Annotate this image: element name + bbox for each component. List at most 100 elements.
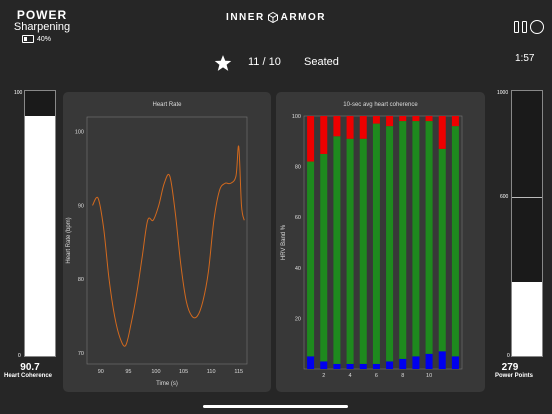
power-points-value: 279	[501, 362, 519, 373]
coherence-bar-segment-0	[333, 363, 341, 369]
heart-rate-panel: Heart Rate 70 80 90 100 90 95 100 105 110 115 Time…	[63, 92, 271, 392]
coherence-bar-segment-1	[386, 126, 394, 362]
star-icon[interactable]	[214, 54, 232, 72]
power-points-meter	[511, 90, 543, 357]
heart-coherence-label: Heart Coherence	[3, 373, 53, 379]
coherence-bar-segment-1	[425, 121, 433, 354]
power-max-tick: 1000	[497, 90, 509, 96]
pause-button[interactable]	[514, 21, 528, 33]
pause-bar-icon	[522, 21, 527, 33]
coherence-bar-segment-2	[333, 116, 341, 137]
power-sharpening-logo: POWER Sharpening	[10, 9, 74, 33]
power-mid-marker	[512, 197, 542, 198]
coherence-max-tick: 100	[14, 90, 23, 96]
heart-rate-chart: 70 80 90 100 90 95 100 105 110 115 Time (s) Heart R…	[66, 116, 248, 387]
stop-button[interactable]	[530, 20, 544, 34]
coherence-bar-segment-1	[359, 138, 367, 364]
power-mid-tick: 600	[500, 194, 509, 200]
hr-y-tick-label: 90	[78, 203, 84, 209]
coherence-bar-segment-0	[359, 363, 367, 369]
coherence-bar-segment-0	[386, 361, 394, 369]
coherence-y-tick-label: 40	[295, 266, 301, 272]
power-points-fill	[512, 282, 542, 356]
coherence-bar-segment-0	[399, 358, 407, 369]
coherence-bar-segment-1	[320, 153, 328, 362]
coherence-bar-segment-2	[320, 116, 328, 154]
coherence-x-tick-label: 10	[426, 373, 432, 379]
session-timer: 1:57	[515, 53, 535, 64]
hr-y-axis-label: Heart Rate (bpm)	[66, 217, 72, 263]
heart-coherence-value: 90.7	[20, 362, 40, 373]
battery-icon	[22, 35, 34, 43]
coherence-bar-segment-2	[438, 116, 446, 149]
coherence-bar-segment-2	[425, 116, 433, 122]
coherence-panel: 10-sec avg heart coherence 20 40 60 80 100 2 4…	[276, 92, 485, 392]
logo-sharpening-text: Sharpening	[13, 21, 71, 33]
hr-x-tick-label: 95	[125, 369, 131, 375]
coherence-bar-segment-1	[307, 161, 315, 357]
coherence-bar-segment-1	[412, 121, 420, 357]
brand-right-text: ARMOR	[280, 12, 326, 23]
coherence-bar-segment-1	[399, 121, 407, 359]
hr-x-tick-label: 115	[234, 369, 243, 375]
heart-rate-title: Heart Rate	[152, 102, 182, 108]
logo-power-text: POWER	[16, 8, 68, 22]
coherence-chart-title: 10-sec avg heart coherence	[343, 102, 418, 108]
heart-coherence-meter	[24, 90, 56, 357]
hr-x-tick-label: 100	[151, 369, 160, 375]
coherence-bar-segment-2	[386, 116, 394, 127]
battery-indicator: 40%	[22, 35, 51, 43]
power-points-label: Power Points	[494, 373, 533, 379]
brand-left-text: INNER	[226, 12, 265, 23]
hr-plot-frame	[86, 116, 248, 365]
coherence-bar-segment-2	[346, 116, 354, 139]
battery-percent: 40%	[37, 35, 52, 43]
coherence-bar-segment-0	[346, 363, 354, 369]
coherence-bar-segment-1	[346, 138, 354, 364]
coherence-bar-segment-2	[372, 116, 380, 124]
coherence-x-tick-label: 2	[322, 373, 325, 379]
coherence-plot-frame	[303, 115, 463, 370]
home-indicator[interactable]	[203, 405, 348, 408]
coherence-bar-segment-0	[372, 363, 380, 369]
hr-y-tick-label: 70	[78, 351, 84, 357]
pause-bar-icon	[514, 21, 519, 33]
posture-label: Seated	[304, 56, 339, 68]
coherence-bar-segment-0	[451, 356, 459, 369]
hr-x-tick-label: 90	[98, 369, 104, 375]
coherence-bar-segment-1	[372, 123, 380, 364]
hr-x-tick-label: 110	[207, 369, 216, 375]
coherence-x-tick-label: 4	[349, 373, 352, 379]
hr-y-tick-label: 80	[78, 277, 84, 283]
hr-y-tick-label: 100	[75, 130, 84, 136]
coherence-bar-segment-2	[451, 116, 459, 127]
coherence-x-tick-label: 8	[401, 373, 404, 379]
coherence-bar-segment-0	[320, 361, 328, 369]
heart-rate-line	[92, 145, 245, 347]
coherence-bar-segment-0	[412, 356, 420, 369]
coherence-y-tick-label: 80	[295, 165, 301, 171]
coherence-x-tick-label: 6	[375, 373, 378, 379]
heart-coherence-fill	[25, 115, 55, 356]
coherence-y-axis-label: HRV Band %	[281, 224, 287, 260]
coherence-bar-segment-2	[412, 116, 420, 122]
coherence-bar-segment-1	[333, 136, 341, 364]
coherence-chart: 20 40 60 80 100 2 4 6 8 10 HRV Band %	[281, 114, 463, 379]
coherence-y-tick-label: 100	[292, 114, 301, 120]
coherence-bar-segment-2	[359, 116, 367, 139]
coherence-bar-segment-2	[307, 116, 315, 162]
coherence-bar-segment-1	[438, 148, 446, 352]
coherence-bar-segment-0	[307, 356, 315, 369]
coherence-bar-segment-2	[399, 116, 407, 122]
coherence-min-tick: 0	[18, 353, 21, 359]
coherence-bar-segment-1	[451, 126, 459, 357]
coherence-y-tick-label: 60	[295, 215, 301, 221]
hr-x-tick-label: 105	[179, 369, 188, 375]
coherence-bar-segment-0	[425, 353, 433, 369]
coherence-bar-segment-0	[438, 351, 446, 369]
round-counter: 11 / 10	[248, 56, 281, 68]
cube-icon	[267, 12, 278, 23]
inner-armor-brand: INNER ARMOR	[200, 12, 352, 23]
hr-x-axis-label: Time (s)	[156, 381, 178, 387]
power-min-tick: 0	[507, 353, 510, 359]
